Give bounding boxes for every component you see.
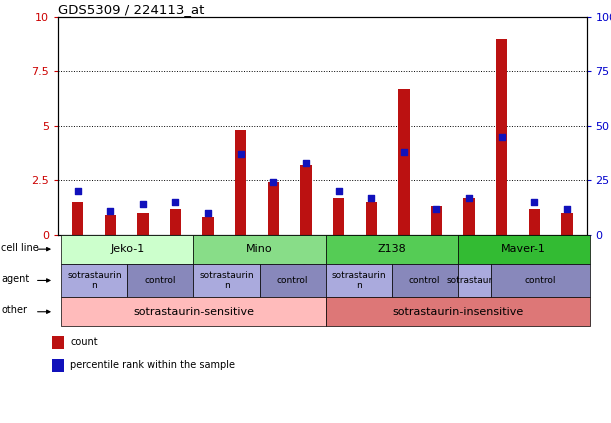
Point	[73, 188, 82, 195]
Point	[236, 151, 246, 157]
Bar	[333, 198, 345, 235]
Bar	[463, 198, 475, 235]
Bar	[398, 89, 409, 235]
Text: Z138: Z138	[378, 244, 406, 254]
Text: Mino: Mino	[246, 244, 273, 254]
Bar	[104, 215, 116, 235]
Text: sotrastaurin: sotrastaurin	[447, 276, 502, 285]
Bar	[235, 130, 246, 235]
Point	[138, 201, 148, 208]
Point	[367, 194, 376, 201]
Bar	[268, 182, 279, 235]
Point	[334, 188, 343, 195]
Bar	[496, 39, 508, 235]
Text: sotrastaurin
n: sotrastaurin n	[199, 271, 254, 290]
Text: agent: agent	[1, 274, 29, 284]
Bar	[431, 206, 442, 235]
Bar	[52, 335, 64, 349]
Point	[301, 159, 311, 166]
Point	[105, 207, 115, 214]
Point	[170, 199, 180, 206]
Text: sotrastaurin
n: sotrastaurin n	[331, 271, 386, 290]
Point	[268, 179, 278, 186]
Point	[431, 205, 441, 212]
Text: other: other	[1, 305, 27, 315]
Text: Maver-1: Maver-1	[502, 244, 546, 254]
Bar	[137, 213, 148, 235]
Point	[530, 199, 540, 206]
Text: control: control	[277, 276, 309, 285]
Point	[399, 148, 409, 155]
Text: control: control	[525, 276, 556, 285]
Bar	[52, 359, 64, 372]
Point	[464, 194, 474, 201]
Bar	[529, 209, 540, 235]
Bar	[562, 213, 573, 235]
Text: sotrastaurin-insensitive: sotrastaurin-insensitive	[392, 307, 524, 317]
Text: Jeko-1: Jeko-1	[111, 244, 145, 254]
Bar	[202, 217, 214, 235]
Text: percentile rank within the sample: percentile rank within the sample	[70, 360, 235, 370]
Text: control: control	[409, 276, 441, 285]
Text: count: count	[70, 337, 98, 347]
Bar	[72, 202, 83, 235]
Text: control: control	[145, 276, 176, 285]
Text: sotrastaurin-sensitive: sotrastaurin-sensitive	[133, 307, 254, 317]
Bar	[365, 202, 377, 235]
Bar	[300, 165, 312, 235]
Text: sotrastaurin
n: sotrastaurin n	[67, 271, 122, 290]
Text: GDS5309 / 224113_at: GDS5309 / 224113_at	[58, 3, 205, 16]
Bar	[170, 209, 181, 235]
Point	[562, 205, 572, 212]
Point	[497, 133, 507, 140]
Text: cell line: cell line	[1, 243, 39, 253]
Point	[203, 210, 213, 217]
